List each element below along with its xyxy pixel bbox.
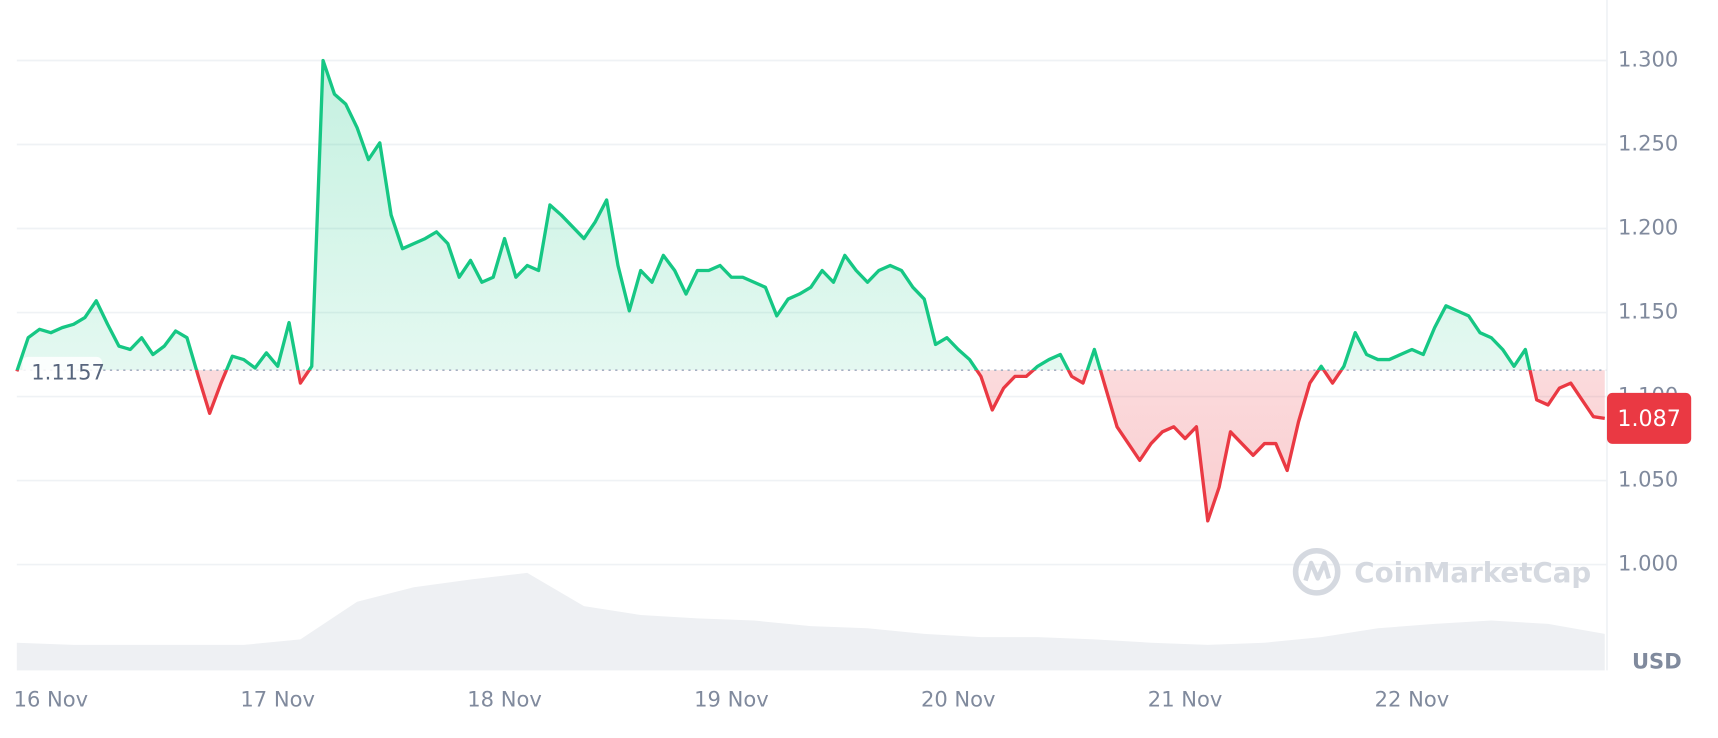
- x-tick-label: 16 Nov: [14, 686, 89, 711]
- x-tick-label: 21 Nov: [1148, 686, 1223, 711]
- x-tick-label: 20 Nov: [921, 686, 996, 711]
- y-tick-label: 1.250: [1618, 130, 1678, 155]
- x-tick-label: 17 Nov: [240, 686, 315, 711]
- y-tick-label: 1.200: [1618, 215, 1678, 240]
- current-price-label: 1.087: [1617, 406, 1680, 432]
- price-line-down: [15, 370, 1606, 523]
- watermark-text: CoinMarketCap: [1354, 556, 1591, 589]
- volume-area: [16, 572, 1605, 671]
- price-line-up: [15, 58, 1532, 371]
- y-tick-label: 1.150: [1618, 299, 1678, 324]
- baseline-label-bg: [22, 356, 103, 386]
- badges-layer: 1.1157 1.087: [22, 356, 1692, 444]
- currency-label: USD: [1632, 649, 1682, 674]
- y-tick-label: 1.300: [1618, 46, 1678, 71]
- price-layer: [15, 58, 1607, 523]
- baseline-label: 1.1157: [31, 359, 105, 384]
- current-price-badge: [1606, 392, 1692, 444]
- area-up: [17, 60, 1531, 371]
- y-tick-label: 1.000: [1618, 551, 1678, 576]
- x-tick-label: 19 Nov: [694, 686, 769, 711]
- x-tick-label: 18 Nov: [467, 686, 542, 711]
- volume-layer: [16, 572, 1605, 671]
- watermark: CoinMarketCap: [1292, 547, 1591, 596]
- watermark-logo-mark: [1303, 560, 1331, 582]
- y-tick-label: 1.050: [1618, 467, 1678, 492]
- area-down: [16, 370, 1605, 521]
- grid-layer: [16, 59, 1607, 566]
- x-tick-label: 22 Nov: [1375, 686, 1450, 711]
- watermark-logo: [1292, 547, 1341, 596]
